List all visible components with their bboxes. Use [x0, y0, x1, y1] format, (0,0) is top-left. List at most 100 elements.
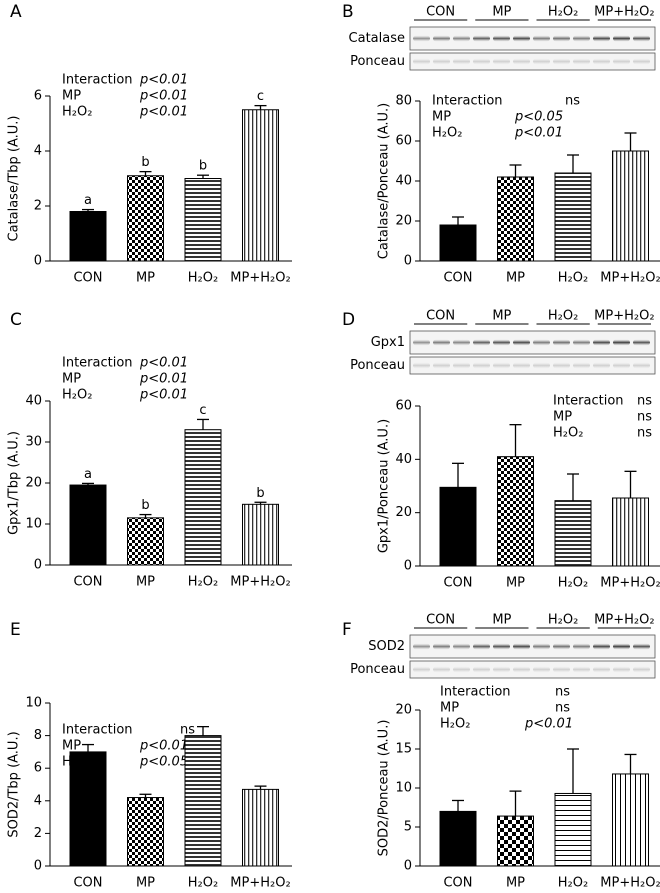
stat-label: Interaction: [432, 94, 503, 109]
stat-value: ns: [555, 701, 570, 716]
bar: [439, 224, 477, 262]
blot-band: [533, 643, 550, 650]
stat-label: MP: [440, 701, 459, 716]
y-tick-label: 0: [404, 859, 412, 874]
x-tick-label: H₂O₂: [188, 271, 218, 286]
y-tick-label: 60: [395, 399, 412, 414]
blot-band: [413, 58, 430, 65]
blot-band: [433, 58, 450, 65]
stat-label: MP: [553, 410, 572, 425]
y-tick-label: 40: [25, 394, 42, 409]
bar: [184, 178, 222, 262]
bar: [184, 735, 222, 867]
bar: [439, 810, 477, 867]
x-tick-label: H₂O₂: [558, 271, 588, 286]
blot-band: [473, 666, 490, 673]
value-label: c: [199, 403, 206, 418]
blot-band: [493, 58, 510, 65]
blot-band: [493, 35, 510, 42]
x-tick-label: MP+H₂O₂: [230, 575, 290, 590]
x-tick-label: H₂O₂: [188, 876, 218, 891]
bar: [242, 109, 279, 262]
blot-band: [533, 339, 550, 346]
stat-label: H₂O₂: [553, 426, 583, 441]
blot-band: [533, 362, 550, 369]
blot-band: [593, 58, 610, 65]
panel-letter: C: [10, 310, 22, 330]
blot-band: [573, 35, 590, 42]
y-tick-label: 30: [25, 435, 42, 450]
y-tick-label: 80: [395, 94, 412, 109]
blot-band: [473, 58, 490, 65]
x-tick-label: MP: [136, 575, 155, 590]
bar: [69, 484, 107, 566]
x-tick-label: MP: [506, 576, 525, 591]
bar: [612, 773, 649, 867]
blot-band: [513, 643, 530, 650]
y-axis-label: Catalase/Tbp (A.U.): [7, 115, 22, 241]
bar: [184, 429, 222, 566]
x-tick-label: MP+H₂O₂: [230, 271, 290, 286]
bar: [127, 797, 164, 867]
blot-group: CON: [426, 5, 455, 20]
stat-value: p<0.01: [139, 105, 188, 120]
value-label: b: [199, 159, 207, 174]
stat-value: ns: [555, 685, 570, 700]
blot-band: [633, 362, 650, 369]
blot-row-label: Gpx1: [371, 335, 405, 350]
y-tick-label: 0: [404, 559, 412, 574]
panel-letter: F: [342, 620, 352, 640]
x-tick-label: CON: [443, 576, 472, 591]
y-tick-label: 20: [25, 476, 42, 491]
value-label: b: [141, 155, 149, 170]
blot-band: [533, 35, 550, 42]
stat-label: Interaction: [62, 723, 133, 738]
x-tick-label: MP+H₂O₂: [600, 876, 660, 891]
y-tick-label: 4: [34, 793, 42, 808]
stat-label: MP: [62, 89, 81, 104]
blot-band: [453, 339, 470, 346]
blot-group: H₂O₂: [548, 5, 578, 20]
blot-band: [633, 666, 650, 673]
y-tick-label: 20: [395, 214, 412, 229]
y-tick-label: 20: [395, 505, 412, 520]
y-axis-label: SOD2/Tbp (A.U.): [7, 731, 22, 837]
blot-row-label: SOD2: [368, 639, 405, 654]
x-tick-label: H₂O₂: [188, 575, 218, 590]
blot-band: [473, 339, 490, 346]
bar: [612, 497, 649, 567]
y-tick-label: 60: [395, 134, 412, 149]
bar: [554, 172, 592, 262]
panel-letter: A: [10, 2, 22, 22]
blot-band: [553, 35, 570, 42]
blot-band: [413, 35, 430, 42]
blot-band: [573, 362, 590, 369]
blot-band: [613, 666, 630, 673]
y-tick-label: 0: [34, 558, 42, 573]
panel-letter: B: [342, 2, 354, 22]
blot-band: [533, 58, 550, 65]
blot-band: [453, 58, 470, 65]
blot-band: [453, 666, 470, 673]
stat-label: H₂O₂: [62, 105, 92, 120]
bar: [69, 751, 107, 867]
stat-value: p<0.05: [139, 755, 188, 770]
blot-band: [533, 666, 550, 673]
x-tick-label: MP: [506, 876, 525, 891]
value-label: b: [141, 498, 149, 513]
panel-letter: D: [342, 310, 355, 330]
blot-band: [633, 35, 650, 42]
y-tick-label: 40: [395, 174, 412, 189]
bar: [497, 815, 534, 867]
stat-value: p<0.01: [139, 356, 188, 371]
blot-band: [573, 58, 590, 65]
blot-band: [593, 643, 610, 650]
stat-value: p<0.01: [139, 739, 188, 754]
stat-label: H₂O₂: [432, 126, 462, 141]
blot-frame: [409, 356, 656, 375]
blot-group: MP: [492, 309, 511, 324]
stat-label: Interaction: [553, 394, 624, 409]
y-axis-label: Catalase/Ponceau (A.U.): [377, 103, 392, 259]
y-tick-label: 5: [404, 820, 412, 835]
stat-value: ns: [180, 723, 195, 738]
